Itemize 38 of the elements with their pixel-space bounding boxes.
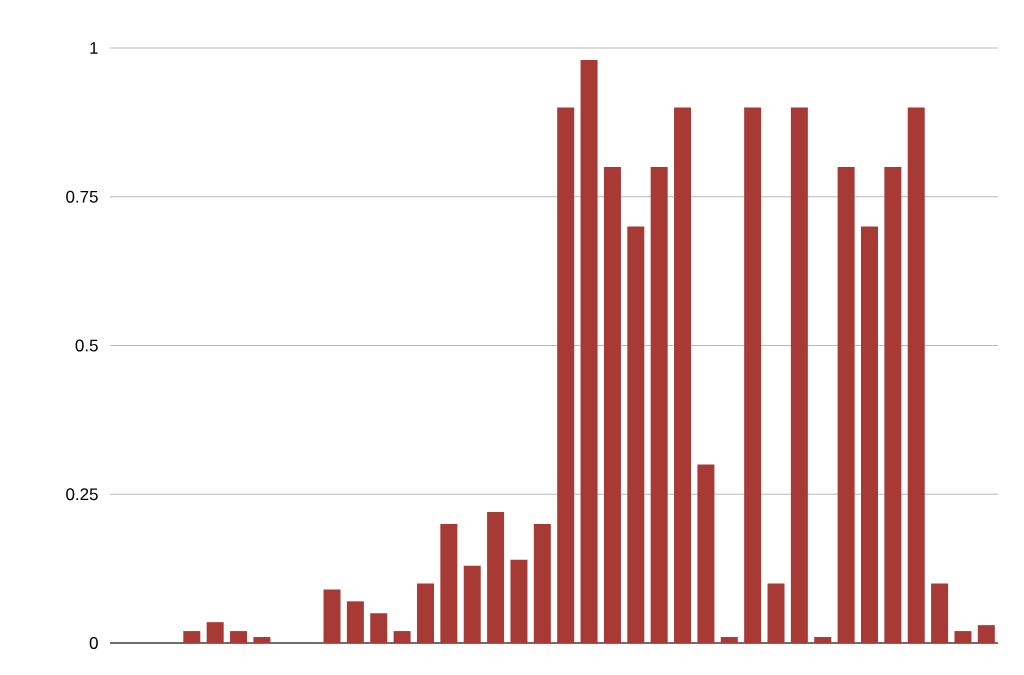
bar [323,589,341,643]
bar [884,166,902,643]
bar [206,622,224,643]
bar [977,625,995,643]
bar [697,464,715,643]
bar [954,631,972,643]
bar [907,107,925,643]
bar [580,59,598,643]
bar [487,512,505,643]
bar [720,637,738,643]
y-tick-label: 0.5 [75,339,98,352]
bar [603,166,621,643]
bar [463,565,481,643]
bar [183,631,201,643]
bar [744,107,762,643]
bar [557,107,575,643]
y-tick-label: 0.25 [66,488,98,501]
bar [416,583,434,643]
bar [650,166,668,643]
bar [931,583,949,643]
bar [346,601,364,643]
y-tick-label: 1 [90,42,98,54]
bar [230,631,248,643]
bar [837,166,855,643]
bar [253,637,271,643]
y-tick-label: 0 [89,636,98,649]
bar [767,583,785,643]
y-tick-label: 0.75 [66,190,98,203]
bar [533,523,551,643]
bar [674,107,692,643]
bar [814,637,832,643]
bar [510,559,528,643]
bar [440,523,458,643]
bar [790,107,808,643]
bar [627,226,645,643]
bar [393,631,411,643]
bar [370,613,388,643]
bar [860,226,878,643]
